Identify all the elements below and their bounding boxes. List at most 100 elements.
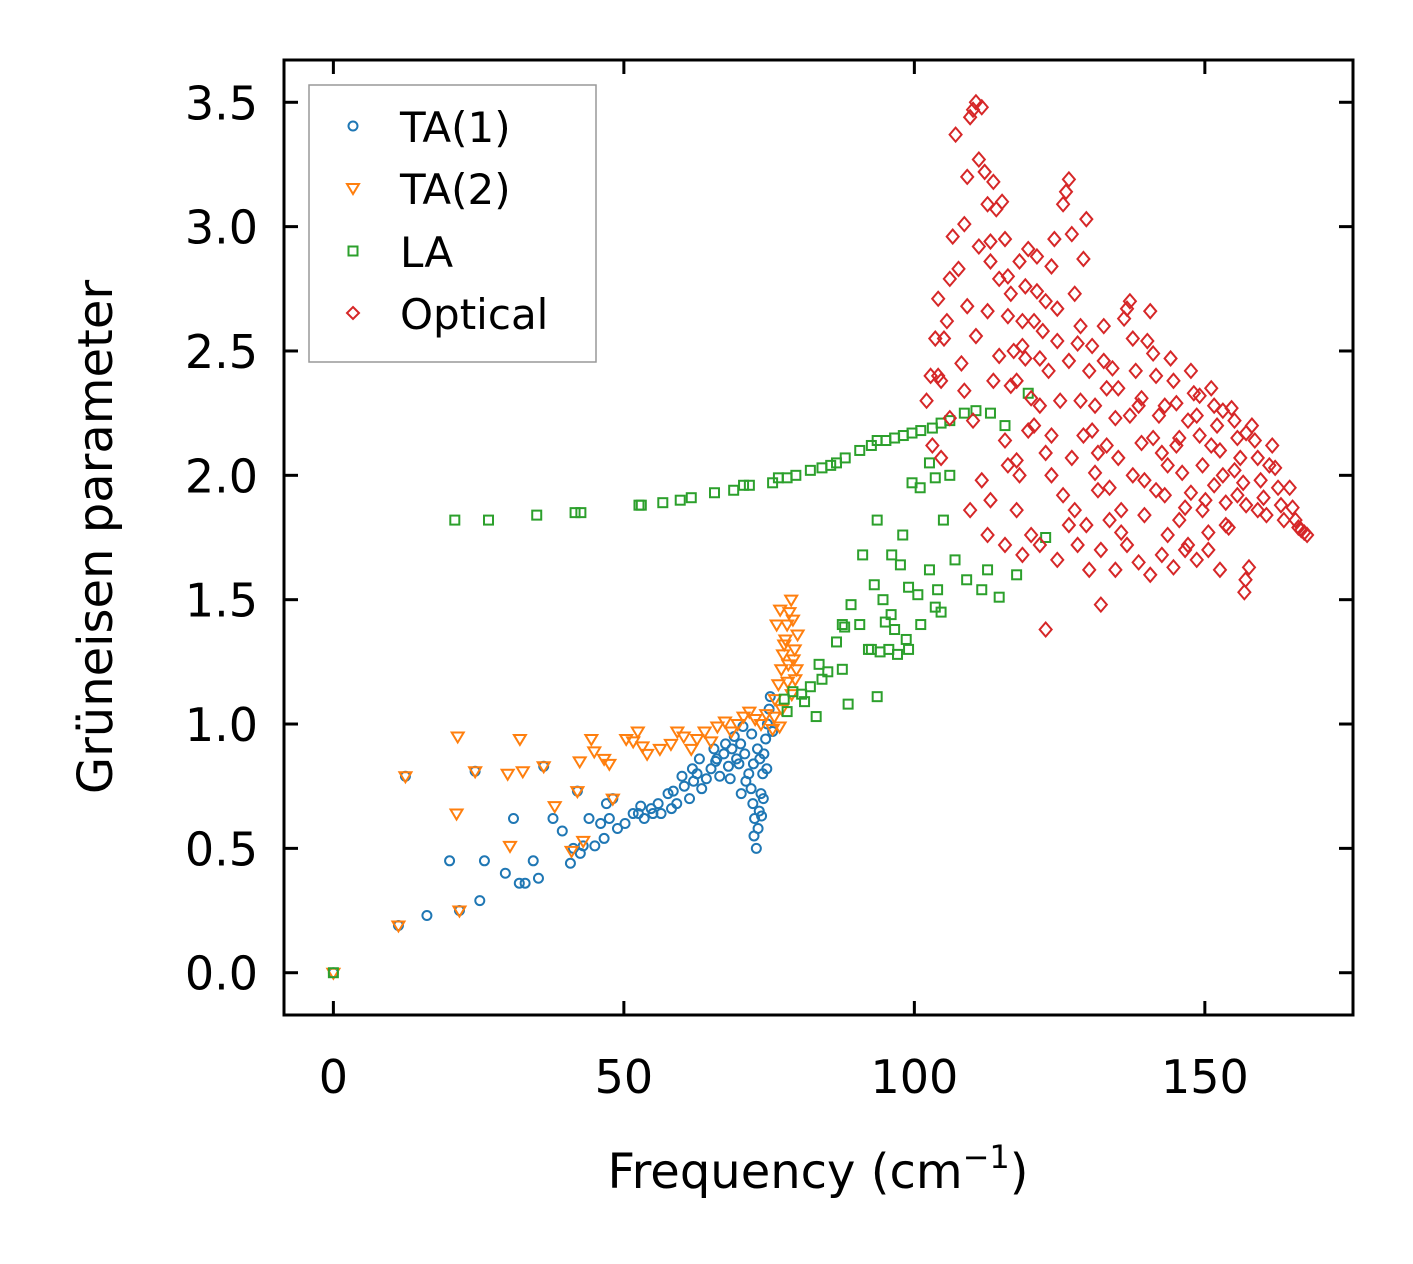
data-point <box>1087 397 1103 415</box>
data-point <box>1000 307 1016 325</box>
x-axis-label: Frequency (cm−1) <box>607 1138 1028 1200</box>
data-point <box>478 855 490 867</box>
data-point <box>499 768 516 782</box>
data-point <box>779 676 796 690</box>
legend-label-optical: Optical <box>400 290 548 339</box>
data-point <box>778 693 790 705</box>
data-point <box>709 487 721 499</box>
data-point <box>583 813 595 825</box>
data-point <box>507 813 519 825</box>
data-point <box>1038 620 1053 639</box>
data-point <box>854 619 866 631</box>
data-point <box>1003 285 1019 303</box>
data-point <box>1018 277 1033 295</box>
data-point <box>1029 282 1045 300</box>
data-point <box>1003 377 1019 395</box>
data-point <box>1282 479 1297 497</box>
data-point <box>1119 536 1135 554</box>
data-point <box>1041 362 1056 380</box>
x-axis-label-superscript: −1 <box>963 1138 1010 1176</box>
data-point <box>676 770 688 782</box>
data-point <box>605 793 621 807</box>
data-point <box>1020 422 1036 440</box>
data-point <box>757 793 769 805</box>
data-point <box>696 783 708 795</box>
data-point <box>733 758 745 770</box>
data-point <box>1134 389 1149 407</box>
data-point <box>556 825 568 837</box>
data-point <box>1148 367 1164 385</box>
data-point <box>483 514 495 526</box>
data-point <box>1189 551 1205 569</box>
data-point <box>1096 352 1112 370</box>
data-point <box>683 743 700 757</box>
data-point <box>717 716 733 730</box>
data-point <box>639 748 655 762</box>
data-point <box>871 691 883 703</box>
data-point <box>951 260 966 278</box>
data-point <box>448 808 465 822</box>
data-point <box>563 845 580 859</box>
data-point <box>1262 456 1277 474</box>
data-point <box>598 832 610 844</box>
data-point <box>686 763 698 775</box>
data-point <box>970 405 982 417</box>
data-point <box>1166 372 1181 390</box>
data-point <box>600 798 612 810</box>
data-point <box>685 492 697 504</box>
data-point <box>1224 399 1239 417</box>
axis-ticks <box>284 60 1353 1015</box>
data-point <box>862 643 874 655</box>
data-point <box>1064 225 1080 243</box>
data-point <box>845 599 857 611</box>
data-point <box>1093 596 1109 614</box>
data-point <box>571 756 588 770</box>
data-point <box>1076 426 1091 445</box>
data-point <box>942 409 958 427</box>
data-point <box>813 658 825 670</box>
legend-label-ta2: TA(2) <box>399 165 511 214</box>
data-point <box>1145 344 1161 363</box>
data-point <box>983 252 998 270</box>
data-point <box>993 591 1005 603</box>
data-point <box>601 758 618 772</box>
data-point <box>1201 541 1216 559</box>
data-point <box>965 412 981 430</box>
data-point <box>912 589 924 601</box>
data-point <box>1195 456 1210 474</box>
data-point <box>1020 240 1036 258</box>
y-tick-label: 0.0 <box>185 947 258 1001</box>
data-point <box>1241 558 1257 576</box>
data-point <box>547 813 559 825</box>
data-point <box>574 847 586 859</box>
data-point <box>1023 389 1039 407</box>
data-point <box>1232 449 1248 467</box>
data-point <box>1238 571 1253 589</box>
data-point <box>764 723 781 737</box>
data-point <box>647 808 659 820</box>
data-point <box>1015 546 1030 564</box>
data-point <box>937 514 949 526</box>
data-point <box>519 877 531 889</box>
data-point <box>781 706 793 718</box>
data-point <box>959 168 975 186</box>
data-point <box>1018 349 1033 367</box>
data-point <box>1113 523 1129 542</box>
data-point <box>741 706 758 720</box>
data-point <box>684 793 696 805</box>
data-point <box>766 711 783 725</box>
y-tick-label: 0.5 <box>185 822 258 876</box>
data-point <box>589 840 601 852</box>
data-point <box>971 237 987 256</box>
data-point <box>451 905 468 919</box>
data-point <box>999 420 1011 432</box>
data-point <box>930 367 946 385</box>
data-point <box>1012 252 1027 270</box>
data-point <box>645 803 657 815</box>
y-tick-labels: 0.0 0.5 1.0 1.5 2.0 2.5 3.0 3.5 <box>185 76 258 1000</box>
data-point <box>564 857 576 869</box>
data-point <box>652 743 668 757</box>
data-point <box>449 514 461 526</box>
data-point <box>750 842 762 854</box>
data-point <box>1009 372 1024 390</box>
